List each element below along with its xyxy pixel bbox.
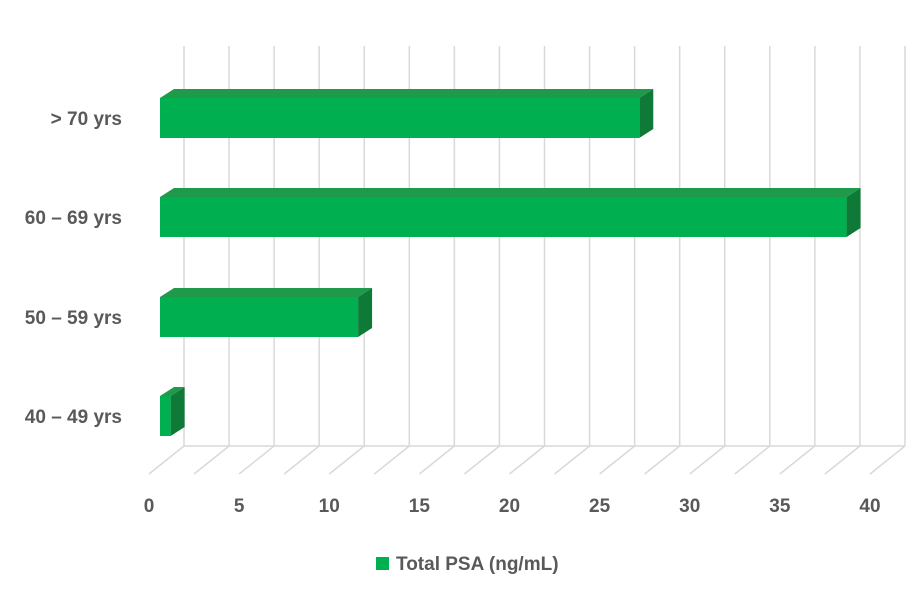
gridline-floor <box>869 445 906 475</box>
bar-front <box>160 396 171 436</box>
x-tick-label: 30 <box>679 496 700 517</box>
bar <box>160 387 185 436</box>
bar <box>160 188 861 237</box>
gridline-floor <box>689 445 726 475</box>
x-tick-label: 25 <box>589 496 611 517</box>
x-tick-label: 20 <box>499 496 520 517</box>
gridline-floor <box>779 445 816 475</box>
bars <box>160 89 861 436</box>
x-tick-label: 35 <box>769 496 791 517</box>
legend: Total PSA (ng/mL) <box>376 554 559 575</box>
bar-top <box>160 188 861 197</box>
gridline-floor <box>463 445 500 475</box>
gridline-floor <box>328 445 365 475</box>
bar-side <box>846 188 861 237</box>
bar <box>160 89 654 138</box>
bar-front <box>160 98 640 138</box>
gridline-floor <box>554 445 591 475</box>
gridline-floor <box>599 445 636 475</box>
legend-label: Total PSA (ng/mL) <box>396 554 559 575</box>
legend-swatch <box>376 557 389 570</box>
bar-front <box>160 197 847 237</box>
gridline-floor <box>644 445 681 475</box>
category-label: 50 – 59 yrs <box>25 308 122 329</box>
gridline-floor <box>373 445 410 475</box>
x-tick-label: 10 <box>319 496 340 517</box>
category-label: 60 – 69 yrs <box>25 208 122 229</box>
gridline-floor <box>148 445 185 475</box>
bar-side <box>170 387 185 436</box>
gridline-floor <box>509 445 545 475</box>
gridline-floor <box>734 445 771 475</box>
category-label: 40 – 49 yrs <box>25 407 122 428</box>
x-tick-label: 15 <box>409 496 431 517</box>
bar-top <box>160 288 373 297</box>
category-label: > 70 yrs <box>51 109 122 130</box>
x-tick-label: 40 <box>859 496 880 517</box>
gridline-floor <box>283 445 320 475</box>
gridline-floor <box>418 445 455 475</box>
category-labels: > 70 yrs 60 – 69 yrs 50 – 59 yrs 40 – 49 yr… <box>25 109 122 428</box>
bar-top <box>160 89 654 98</box>
x-tick-labels: 0 5 10 15 20 25 30 35 40 <box>144 496 881 517</box>
bar-side <box>358 288 373 337</box>
bar-side <box>639 89 654 138</box>
bar <box>160 288 373 337</box>
gridline-floor <box>824 445 861 475</box>
x-tick-label: 0 <box>144 496 155 517</box>
bar-front <box>160 297 359 337</box>
x-tick-label: 5 <box>234 496 245 517</box>
gridline-floor <box>193 445 230 475</box>
gridline-floor <box>238 445 275 475</box>
bar-top <box>160 387 185 396</box>
